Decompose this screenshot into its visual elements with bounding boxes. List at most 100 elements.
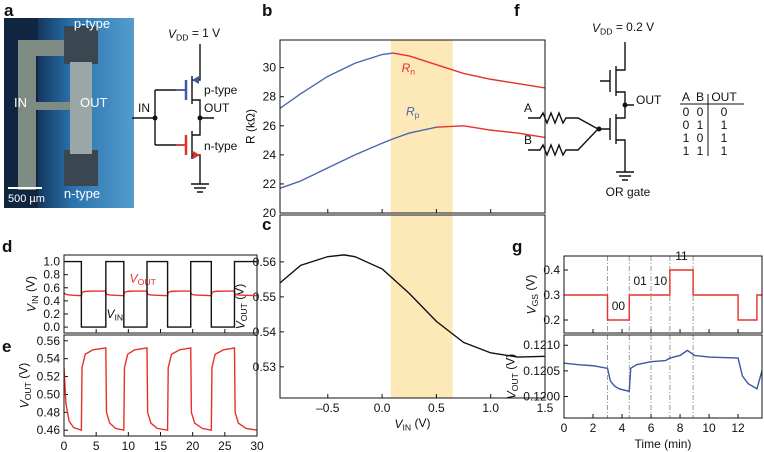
x-tick-label: 10 (122, 439, 136, 452)
y-axis-label-part: V (524, 305, 538, 314)
out-label: OUT (204, 101, 230, 115)
scale-bar-label: 500 µm (8, 193, 45, 205)
table-header: B (696, 90, 704, 104)
x-tick-label: 0 (61, 439, 68, 452)
y-axis-label: VGS (V) (523, 275, 540, 315)
series-label-part: R (402, 61, 411, 75)
x-tick-label: 20 (186, 439, 200, 452)
y-tick-label: 0.46 (37, 423, 61, 437)
y-tick-label: 0.8 (43, 268, 60, 282)
y-axis-label-part: OUT (23, 381, 33, 400)
x-tick-label: 4 (619, 421, 626, 435)
plot: e0.460.480.500.520.540.56051015202530Tim… (2, 334, 264, 452)
y-axis-label-part: (V) (523, 275, 537, 294)
device-photo (4, 18, 134, 208)
x-tick-label: 15 (154, 439, 168, 452)
photo-label: n-type (64, 186, 100, 201)
vdd-label: VDD = 0.2 V (592, 20, 654, 37)
y-tick-label: 0.53 (253, 360, 277, 374)
plot-frame (279, 214, 546, 399)
p-type-label: p-type (204, 83, 238, 97)
table-cell: 0 (721, 105, 728, 119)
x-tick-label: 5 (93, 439, 100, 452)
annotation: 10 (654, 274, 668, 288)
table-cell: 0 (683, 105, 690, 119)
panel-label: g (512, 237, 522, 256)
y-tick-label: 0.50 (37, 387, 61, 401)
series-label: Rn (402, 61, 416, 77)
y-axis-label: VOUT (V) (17, 363, 34, 409)
series-label-part: R (406, 105, 415, 119)
y-tick-label: 0.52 (37, 370, 61, 384)
y-axis-label-part: (V) (17, 363, 31, 382)
x-axis-label-part: (V) (411, 416, 430, 430)
panel-label: b (262, 1, 272, 20)
y-tick-label: 0.2 (543, 313, 560, 327)
panel-label: e (2, 337, 11, 356)
series-label-part: V (130, 272, 139, 286)
series-label: Rp (406, 105, 420, 121)
y-tick-label: 1.0 (43, 255, 60, 269)
series-line (280, 126, 437, 189)
y-tick-label: 0.2 (43, 307, 60, 321)
y-axis-label-part: V (504, 390, 518, 399)
y-axis-label: VOUT (V) (503, 354, 520, 400)
input-label: A (524, 101, 532, 115)
x-tick-label: 6 (648, 421, 655, 435)
x-tick-label: 0.5 (428, 401, 445, 415)
series-line (280, 254, 545, 358)
y-axis-label-part: IN (30, 295, 40, 304)
inverter-circuit (132, 44, 214, 193)
vdd-part: V (168, 27, 177, 41)
table-cell: 1 (683, 131, 690, 145)
table-cell: 0 (697, 131, 704, 145)
y-axis-label-part: V (24, 303, 38, 312)
annotation: 01 (633, 274, 647, 288)
y-axis-label-part: OUT (510, 372, 520, 391)
n-type-label: n-type (204, 139, 238, 153)
y-tick-label: 0.48 (37, 405, 61, 419)
series-line (436, 125, 545, 139)
x-tick-label: 2 (590, 421, 597, 435)
series-line (564, 269, 762, 321)
table-cell: 1 (683, 144, 690, 158)
table-header: A (682, 90, 690, 104)
series-line (564, 349, 762, 393)
y-axis-label-part: (V) (503, 354, 517, 373)
table-cell: 1 (697, 144, 704, 158)
or-gate-circuit (528, 42, 744, 181)
y-tick-label: 26 (263, 119, 277, 133)
panel-label: f (514, 1, 520, 20)
table-cell: 0 (683, 118, 690, 132)
vdd-part: V (592, 21, 601, 35)
x-axis-label-part: V (395, 417, 404, 431)
input-label: B (524, 133, 532, 147)
x-tick-label: 12 (731, 421, 745, 435)
y-tick-label: 24 (263, 148, 277, 162)
table-header: OUT (711, 90, 737, 104)
series-line (64, 290, 257, 297)
y-tick-label: 30 (263, 61, 277, 75)
y-tick-label: 20 (263, 206, 277, 220)
x-tick-label: 1.0 (482, 401, 499, 415)
y-tick-label: 22 (263, 177, 277, 191)
series-label-part: n (410, 67, 415, 77)
y-tick-label: 0.3 (543, 288, 560, 302)
y-tick-label: 0.4 (43, 294, 60, 308)
vdd-label: VDD = 1 V (168, 26, 220, 43)
y-tick-label: 0.1200 (523, 389, 560, 403)
x-tick-label: 30 (250, 439, 264, 452)
vdd-part: DD (600, 27, 612, 37)
photo-label: OUT (80, 95, 108, 110)
y-axis-label: VOUT (V) (233, 284, 250, 330)
table-cell: 1 (721, 144, 728, 158)
series-line (392, 52, 545, 89)
y-tick-label: 0.56 (253, 255, 277, 269)
vdd-part: DD (176, 33, 188, 43)
photo-label: p-type (74, 16, 110, 31)
x-axis-label: VIN (V) (395, 416, 431, 433)
